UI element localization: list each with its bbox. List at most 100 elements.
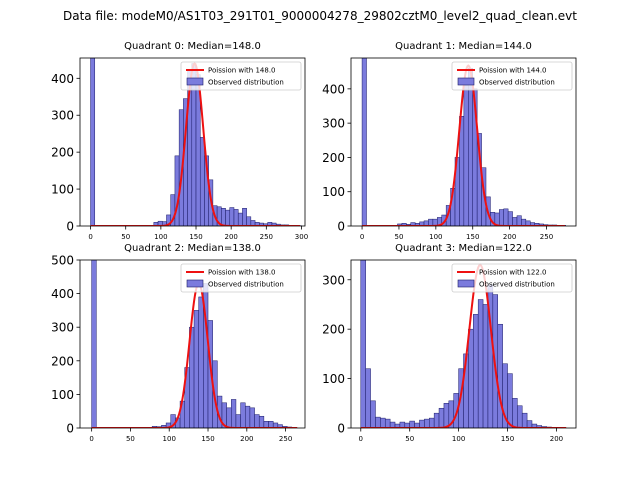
axes-frame — [79, 57, 306, 227]
histogram-bar — [91, 260, 97, 428]
histogram-bar — [198, 296, 204, 428]
y-tick-label: 400 — [322, 82, 345, 96]
legend: Poission with 148.0 Observed distribution — [180, 61, 302, 91]
x-tick-label: 100 — [154, 233, 167, 241]
x-tick-label: 200 — [240, 435, 253, 443]
y-tick-label: 200 — [322, 151, 345, 165]
axes-frame — [350, 57, 577, 227]
y-tick-label: 100 — [51, 183, 74, 197]
legend: Poission with 122.0 Observed distribution — [451, 263, 573, 293]
y-tick-label: 100 — [51, 388, 74, 402]
histogram-bar — [240, 402, 246, 428]
y-tick-label: 300 — [51, 109, 74, 123]
legend-box — [451, 61, 573, 91]
histogram-bar — [229, 207, 235, 226]
x-tick-label: 50 — [126, 435, 135, 443]
histogram-bar — [507, 211, 513, 226]
histogram-bar — [517, 405, 523, 428]
histogram-bar — [361, 58, 367, 226]
y-tick-label: 400 — [51, 287, 74, 301]
y-tick-label: 100 — [322, 372, 345, 386]
histogram-bar — [526, 420, 533, 428]
poisson-fit-line — [91, 282, 298, 428]
x-tick-label: 0 — [88, 233, 92, 241]
histogram-bar — [468, 68, 473, 226]
histogram-bar — [237, 212, 243, 226]
histogram-bar — [512, 398, 518, 428]
histogram-bar — [365, 368, 371, 428]
subplot-quadrant-1: 0 50 100 150 200 250 0 100 200 300 400 Quadrant 1: … — [322, 41, 577, 241]
histogram-bar — [429, 417, 435, 428]
x-tick-label: 250 — [279, 435, 292, 443]
histogram-bar — [419, 419, 425, 428]
histogram-bar — [503, 208, 509, 226]
legend-fit-label: Poission with 148.0 — [208, 67, 276, 75]
poisson-fit-line — [360, 263, 567, 428]
histogram-bar — [459, 116, 465, 226]
y-tick-label: 0 — [66, 220, 74, 234]
x-tick-label: 100 — [452, 435, 465, 443]
histogram-bar — [263, 421, 269, 428]
histogram-bar — [249, 407, 255, 428]
histogram-bar — [438, 407, 445, 428]
plot-area — [90, 58, 302, 226]
histogram-bar — [233, 209, 239, 226]
histogram-bar — [193, 310, 199, 428]
histogram-bar — [409, 420, 415, 428]
y-tick-label: 300 — [322, 117, 345, 131]
y-tick-label: 100 — [322, 185, 345, 199]
x-tick-label: 200 — [503, 233, 516, 241]
subplot-title: Quadrant 0: Median=148.0 — [124, 41, 261, 52]
legend: Poission with 138.0 Observed distribution — [180, 263, 302, 293]
histogram-bar — [380, 417, 386, 428]
histogram-bar — [370, 400, 376, 428]
x-tick-label: 250 — [260, 233, 273, 241]
histogram-bar — [375, 416, 381, 428]
subplot-grid: 0 50 100 150 200 250 300 0 100 200 300 400 Quadrant … — [51, 41, 577, 443]
histogram-bar — [499, 209, 504, 226]
histogram-bar — [254, 414, 260, 428]
histogram-bar — [231, 399, 237, 428]
legend-observed-label: Observed distribution — [208, 281, 284, 289]
x-tick-label: 300 — [295, 233, 308, 241]
subplot-title: Quadrant 2: Median=138.0 — [124, 243, 261, 254]
x-tick-label: 0 — [360, 233, 364, 241]
histogram-bar — [226, 407, 232, 428]
histogram-bar — [473, 314, 479, 428]
histogram-bar — [443, 403, 450, 428]
legend-box — [180, 263, 302, 293]
y-tick-label: 500 — [51, 254, 74, 268]
legend-observed-label: Observed distribution — [479, 79, 555, 87]
histogram-bar — [521, 218, 527, 226]
legend-bar-swatch — [457, 77, 475, 86]
legend-bar-swatch — [457, 279, 475, 288]
figure-title: Data file: modeM0/AS1T03_291T01_90000042… — [63, 9, 577, 23]
x-tick-label: 50 — [405, 435, 414, 443]
histogram-bar — [245, 405, 251, 428]
y-tick-label: 0 — [337, 422, 345, 436]
histogram-bar — [424, 418, 430, 428]
legend-bar-swatch — [186, 77, 204, 86]
histogram-bar — [90, 58, 96, 226]
subplot-quadrant-0: 0 50 100 150 200 250 300 0 100 200 300 400 Quadrant … — [51, 41, 308, 241]
y-tick-label: 300 — [322, 273, 345, 287]
x-tick-label: 100 — [429, 233, 442, 241]
y-tick-label: 200 — [51, 354, 74, 368]
x-tick-label: 0 — [89, 435, 93, 443]
x-tick-label: 150 — [201, 435, 214, 443]
legend-fit-label: Poission with 144.0 — [479, 67, 547, 75]
legend-box — [451, 263, 573, 293]
histogram-bar — [468, 328, 474, 428]
y-tick-label: 200 — [322, 323, 345, 337]
subplot-quadrant-3: 0 50 100 150 200 0 100 200 300 Quadrant 3: Median… — [322, 243, 577, 443]
y-tick-label: 400 — [51, 72, 74, 86]
plot-area — [91, 260, 298, 428]
histogram-bar — [199, 137, 205, 226]
x-tick-label: 150 — [466, 233, 479, 241]
legend-fit-label: Poission with 138.0 — [208, 269, 276, 277]
histogram-bar — [433, 412, 440, 428]
x-tick-label: 250 — [540, 233, 553, 241]
x-tick-label: 0 — [359, 435, 363, 443]
legend-fit-label: Poission with 122.0 — [479, 269, 547, 277]
histogram-bar — [225, 209, 231, 226]
